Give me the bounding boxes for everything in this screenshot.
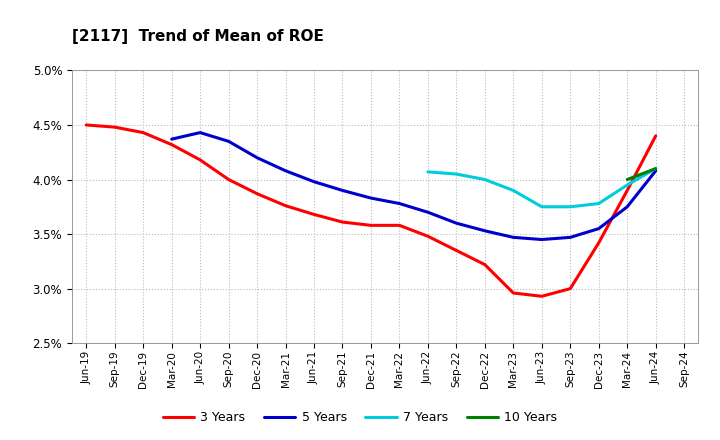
5 Years [652, 168, 660, 173]
10 Years [623, 177, 631, 182]
Legend: 3 Years, 5 Years, 7 Years, 10 Years: 3 Years, 5 Years, 7 Years, 10 Years [158, 407, 562, 429]
5 Years [595, 226, 603, 231]
5 Years [509, 235, 518, 240]
5 Years [282, 168, 290, 173]
3 Years [423, 234, 432, 239]
3 Years [366, 223, 375, 228]
3 Years [139, 130, 148, 135]
5 Years [452, 220, 461, 226]
3 Years [338, 220, 347, 225]
5 Years [566, 235, 575, 240]
7 Years [423, 169, 432, 175]
5 Years [395, 201, 404, 206]
3 Years [225, 177, 233, 182]
7 Years [509, 188, 518, 193]
5 Years [338, 188, 347, 193]
3 Years [537, 293, 546, 299]
3 Years [452, 248, 461, 253]
7 Years [652, 166, 660, 171]
Line: 10 Years: 10 Years [627, 169, 656, 180]
3 Years [82, 122, 91, 128]
Line: 3 Years: 3 Years [86, 125, 656, 296]
3 Years [110, 125, 119, 130]
3 Years [395, 223, 404, 228]
3 Years [167, 142, 176, 147]
5 Years [480, 228, 489, 234]
5 Years [366, 195, 375, 201]
5 Years [623, 204, 631, 209]
5 Years [310, 179, 318, 184]
3 Years [253, 191, 261, 196]
3 Years [652, 133, 660, 139]
3 Years [310, 212, 318, 217]
Line: 5 Years: 5 Years [171, 132, 656, 239]
5 Years [423, 209, 432, 215]
7 Years [480, 177, 489, 182]
3 Years [509, 290, 518, 296]
3 Years [566, 286, 575, 291]
5 Years [253, 155, 261, 160]
5 Years [225, 139, 233, 144]
Line: 7 Years: 7 Years [428, 169, 656, 207]
3 Years [595, 240, 603, 246]
7 Years [623, 182, 631, 187]
10 Years [652, 166, 660, 171]
Text: [2117]  Trend of Mean of ROE: [2117] Trend of Mean of ROE [72, 29, 324, 44]
7 Years [566, 204, 575, 209]
3 Years [282, 203, 290, 209]
5 Years [537, 237, 546, 242]
5 Years [196, 130, 204, 135]
3 Years [623, 188, 631, 193]
3 Years [196, 157, 204, 162]
5 Years [167, 136, 176, 142]
7 Years [595, 201, 603, 206]
7 Years [537, 204, 546, 209]
7 Years [452, 172, 461, 177]
3 Years [480, 262, 489, 267]
